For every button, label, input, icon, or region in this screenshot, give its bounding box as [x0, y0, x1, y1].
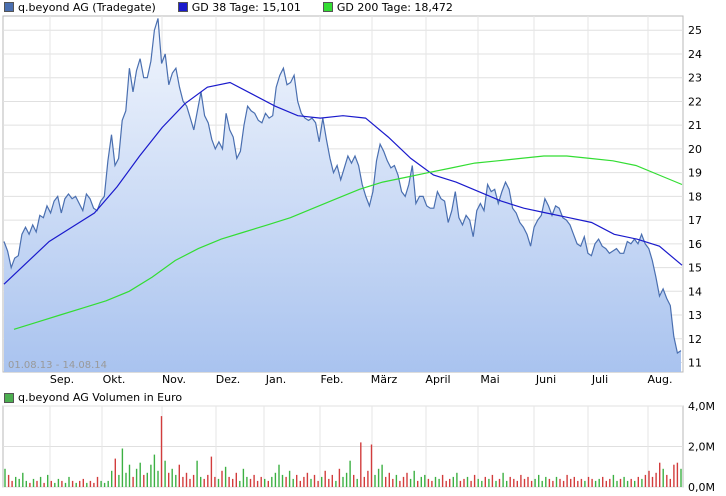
- price-area: [4, 18, 681, 373]
- chart-legend: q.beyond AG (Tradegate) GD 38 Tage: 15,1…: [4, 0, 475, 14]
- y-tick-label: 23: [688, 72, 702, 85]
- legend-gd200: GD 200 Tage: 18,472: [322, 0, 453, 14]
- x-tick-label: Dez.: [216, 373, 241, 386]
- y-tick-label: 18: [688, 190, 702, 203]
- gd38-line: [3, 81, 683, 285]
- legend-swatch-gd38: [177, 2, 188, 12]
- gd200-line: [13, 155, 683, 330]
- y-tick-label: 17: [688, 214, 702, 227]
- y-tick-label: 24: [688, 48, 702, 61]
- legend-label-gd200: GD 200 Tage: 18,472: [336, 0, 453, 14]
- y-tick-label: 14: [688, 285, 702, 298]
- x-tick-label: Jan.: [265, 373, 286, 386]
- x-tick-label: Mai: [480, 373, 499, 386]
- legend-price: q.beyond AG (Tradegate): [4, 1, 156, 14]
- price-chart-panel: 11 12 13 14 15 16 17 18 19 20 21 22 23 24 25 Sep. Okt. No…: [2, 15, 702, 386]
- y-tick-label: 16: [688, 238, 702, 251]
- legend-swatch-gd200: [322, 2, 333, 12]
- price-line: [3, 18, 682, 354]
- legend-gd38: GD 38 Tage: 15,101: [177, 0, 301, 14]
- x-tick-label: Juni: [535, 373, 556, 386]
- volume-title: q.beyond AG Volumen in Euro: [18, 391, 183, 404]
- legend-label-price: q.beyond AG (Tradegate): [18, 0, 156, 14]
- y-tick-label: 13: [688, 309, 702, 322]
- legend-swatch-price: [4, 2, 14, 12]
- volume-y-tick-label: 0,0M: [688, 481, 715, 494]
- y-tick-label: 25: [688, 24, 702, 37]
- volume-chart-panel: 0,0M 2,0M 4,0M: [2, 400, 715, 494]
- volume-y-tick-label: 4,0M: [688, 400, 715, 413]
- y-tick-label: 20: [688, 143, 702, 156]
- volume-y-tick-label: 2,0M: [688, 441, 715, 454]
- x-tick-label: Nov.: [162, 373, 186, 386]
- y-tick-label: 22: [688, 95, 702, 108]
- y-tick-label: 12: [688, 333, 702, 346]
- x-tick-label: April: [425, 373, 450, 386]
- x-tick-label: Okt.: [103, 373, 126, 386]
- y-tick-label: 19: [688, 167, 702, 180]
- date-range-label: 01.08.13 - 14.08.14: [8, 360, 107, 371]
- x-tick-label: Aug.: [648, 373, 673, 386]
- x-tick-label: Feb.: [321, 373, 344, 386]
- x-tick-label: Juli: [591, 373, 608, 386]
- volume-legend: q.beyond AG Volumen in Euro: [4, 391, 182, 404]
- y-tick-label: 21: [688, 119, 702, 132]
- legend-swatch-volume: [4, 392, 14, 403]
- legend-label-gd38: GD 38 Tage: 15,101: [191, 0, 301, 14]
- x-tick-label: März: [371, 373, 398, 386]
- x-tick-label: Sep.: [50, 373, 74, 386]
- y-tick-label: 11: [688, 357, 702, 370]
- y-tick-label: 15: [688, 262, 702, 275]
